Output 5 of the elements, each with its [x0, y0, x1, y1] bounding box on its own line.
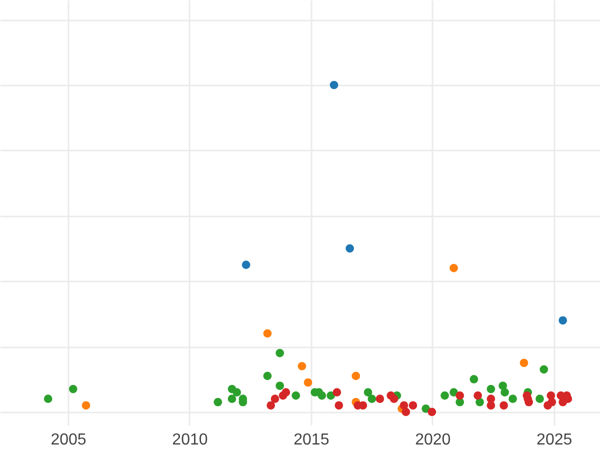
x-tick-label: 2015 — [294, 432, 330, 448]
x-tick-label: 2005 — [50, 432, 86, 448]
x-tick-label: 2025 — [536, 432, 572, 448]
x-tick-label: 2010 — [172, 432, 208, 448]
x-tick-label: 2020 — [415, 432, 451, 448]
